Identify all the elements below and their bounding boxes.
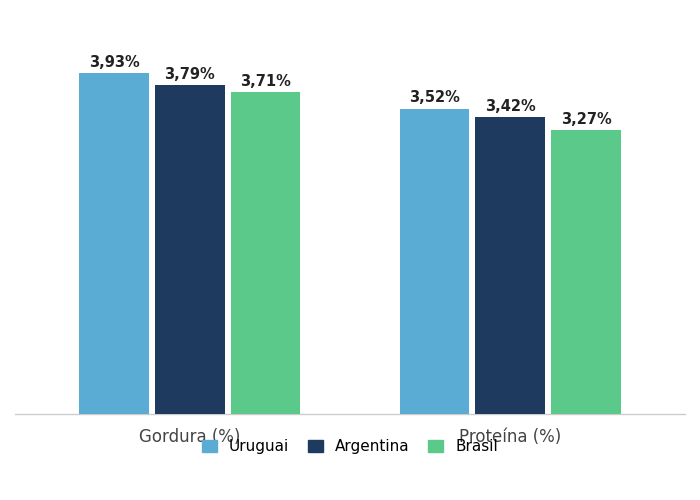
- Bar: [551, 130, 621, 414]
- Text: 3,71%: 3,71%: [240, 74, 291, 88]
- Bar: [230, 92, 300, 414]
- Text: 3,93%: 3,93%: [89, 54, 139, 70]
- Bar: [475, 118, 545, 414]
- Bar: [79, 73, 149, 413]
- Text: 3,52%: 3,52%: [409, 90, 460, 105]
- Text: 3,42%: 3,42%: [485, 99, 536, 114]
- Text: 3,79%: 3,79%: [164, 66, 215, 82]
- Bar: [400, 108, 470, 414]
- Bar: [155, 85, 225, 413]
- Text: 3,27%: 3,27%: [561, 112, 611, 127]
- Legend: Uruguai, Argentina, Brasil: Uruguai, Argentina, Brasil: [194, 432, 506, 462]
